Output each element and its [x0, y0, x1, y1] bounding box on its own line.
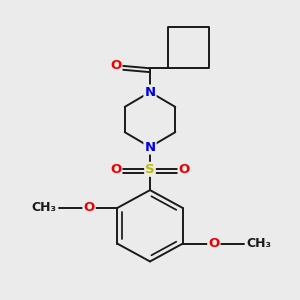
Text: O: O [83, 202, 95, 214]
Text: CH₃: CH₃ [247, 237, 272, 250]
Text: N: N [144, 85, 156, 98]
Text: S: S [145, 163, 155, 176]
Text: O: O [110, 163, 122, 176]
Text: O: O [110, 59, 122, 72]
Text: N: N [144, 140, 156, 154]
Text: CH₃: CH₃ [32, 202, 56, 214]
Text: O: O [178, 163, 190, 176]
Text: O: O [208, 237, 220, 250]
